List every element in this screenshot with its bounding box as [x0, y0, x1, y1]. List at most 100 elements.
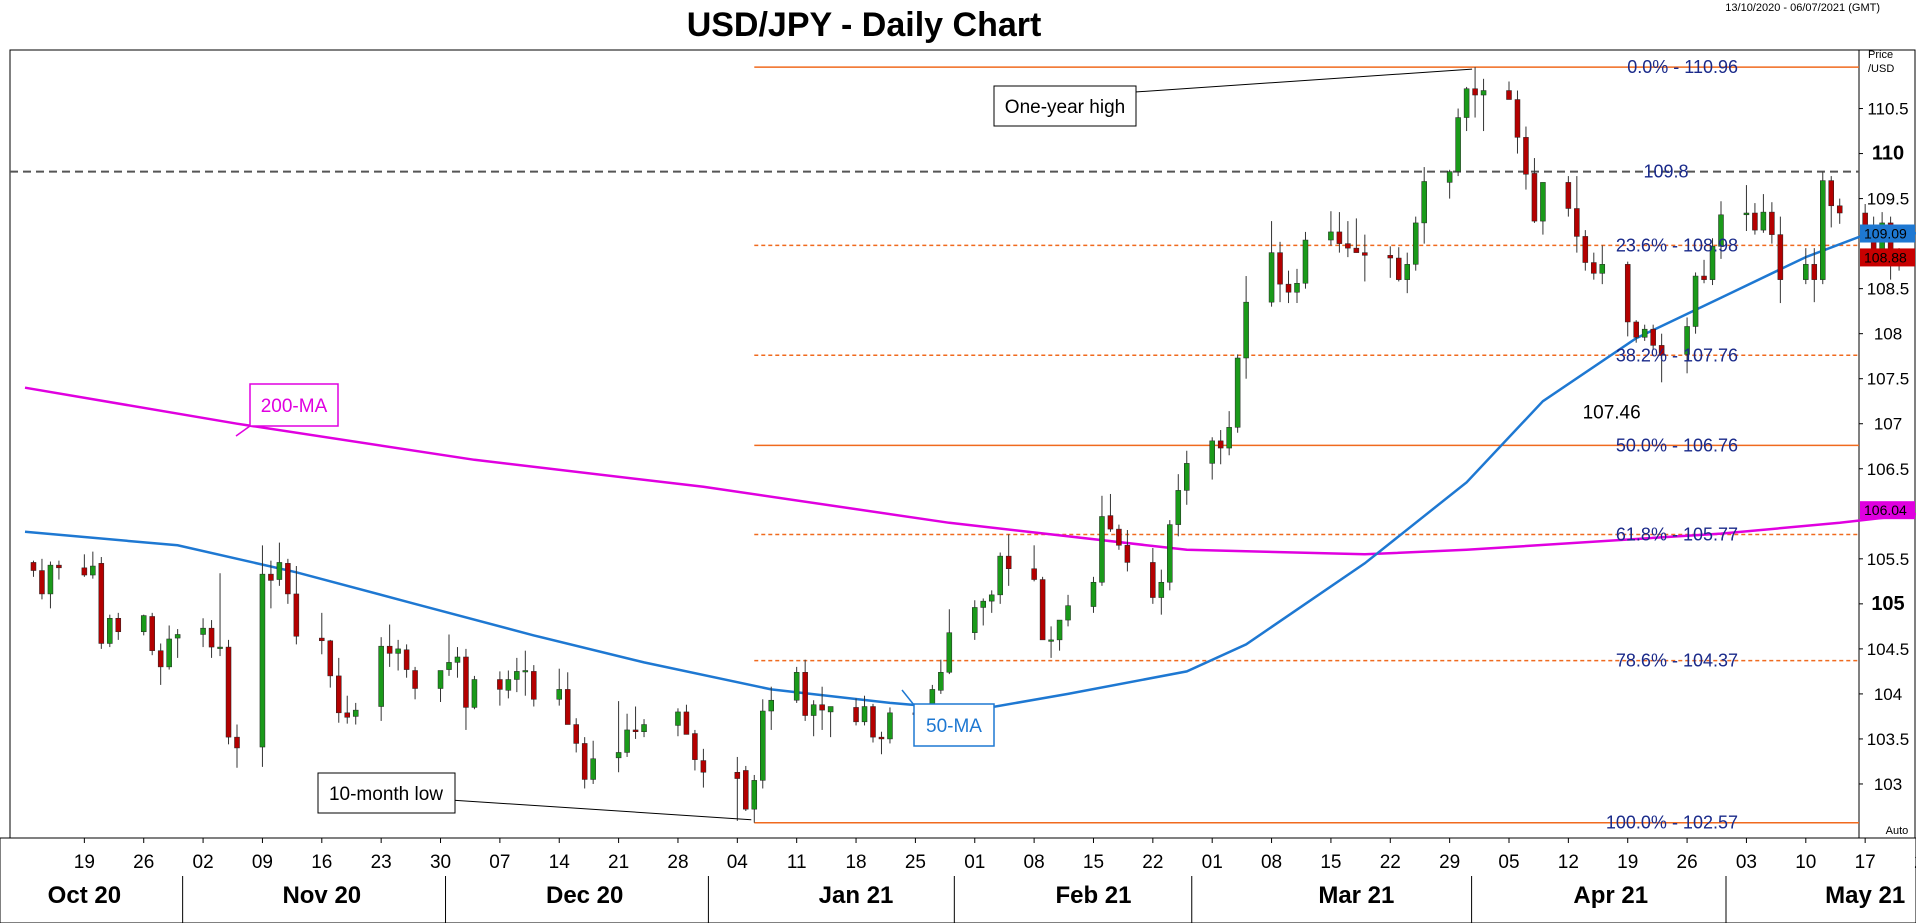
candle-body: [938, 672, 944, 691]
y-tick-label: 106.5: [1867, 460, 1910, 479]
candle-body: [1412, 222, 1419, 265]
x-tick-label: 19: [1617, 852, 1638, 873]
candle-body: [471, 679, 478, 708]
y-tick-label: 110: [1872, 143, 1904, 165]
fibonacci-level-label: 0.0% - 110.96: [1627, 57, 1738, 77]
candle-body: [157, 650, 164, 668]
candle-body: [344, 712, 350, 718]
candle-body: [1217, 440, 1224, 449]
candle-body: [683, 711, 690, 735]
candle-body: [997, 555, 1003, 596]
candle-body: [946, 632, 953, 673]
candle-body: [1709, 246, 1716, 280]
x-tick-label: 21: [608, 852, 629, 873]
candle-body: [1226, 427, 1232, 449]
candle-body: [1692, 275, 1699, 327]
candle-body: [217, 646, 223, 649]
x-tick-label: 30: [430, 852, 451, 873]
candle-body: [1116, 528, 1122, 546]
candle-body: [268, 573, 274, 581]
candle-body: [1446, 171, 1453, 183]
candle-body: [1285, 283, 1292, 293]
candle-body: [1599, 264, 1606, 274]
ma50-line: [24, 232, 1916, 712]
x-tick-label: 01: [964, 852, 985, 873]
candle-body: [972, 607, 978, 633]
candle-body: [39, 570, 45, 595]
x-tick-label: 02: [193, 852, 214, 873]
candle-body: [1175, 490, 1182, 525]
candle-body: [522, 670, 529, 673]
candle-body: [140, 615, 147, 633]
candle-body: [259, 573, 266, 748]
candle-body: [208, 627, 215, 648]
month-label: Jan 21: [819, 882, 894, 909]
candle-body: [403, 649, 410, 670]
x-tick-label: 15: [1320, 852, 1341, 873]
candle-body: [395, 648, 401, 654]
candle-body: [1005, 555, 1012, 569]
candle-body: [1633, 321, 1639, 338]
candle-body: [1624, 264, 1631, 323]
fibonacci-level-label: 78.6% - 104.37: [1616, 651, 1738, 671]
candle-body: [1523, 137, 1529, 175]
candle-body: [1752, 212, 1758, 231]
candle-body: [861, 706, 868, 723]
time-axis-frame: [0, 837, 1916, 923]
candle-body: [743, 770, 749, 810]
x-tick-label: 22: [1380, 852, 1401, 873]
month-label: Feb 21: [1055, 882, 1131, 909]
candle-body: [174, 634, 181, 639]
candle-body: [1565, 182, 1572, 209]
price-axis-label: Price: [1868, 49, 1893, 61]
candle-body: [234, 736, 240, 749]
price-tag-box: [1860, 224, 1915, 243]
price-tag-box: [1860, 501, 1915, 520]
candle-body: [378, 645, 384, 707]
candle-body: [615, 752, 622, 759]
candle-body: [564, 689, 571, 725]
one-year-high-label: One-year high: [1005, 97, 1125, 118]
fibonacci-lines: [10, 66, 1859, 824]
candle-body: [285, 563, 291, 595]
candle-body: [1234, 357, 1241, 428]
candle-body: [1836, 205, 1843, 214]
y-tick-label: 110.5: [1867, 100, 1908, 119]
candle-body: [56, 564, 62, 569]
ma200-label: 200-MA: [261, 396, 328, 417]
candle-body: [293, 593, 300, 637]
candle-body: [1362, 252, 1368, 256]
x-tick-label: 29: [1439, 852, 1460, 873]
month-label: Apr 21: [1573, 882, 1648, 909]
fibonacci-level-label: 38.2% - 107.76: [1616, 345, 1738, 365]
candle-body: [1167, 524, 1173, 583]
y-tick-label: 107: [1874, 415, 1902, 434]
x-tick-label: 28: [667, 852, 688, 873]
candle-body: [768, 699, 774, 712]
candle-body: [98, 563, 105, 644]
ten-month-low-leader: [449, 799, 752, 821]
candle-body: [556, 689, 562, 700]
candle-body: [1243, 301, 1249, 359]
candle-body: [1480, 90, 1487, 96]
candle-body: [107, 618, 113, 644]
candle-body: [276, 562, 283, 580]
candle-body: [1124, 545, 1131, 563]
candle-body: [827, 706, 834, 713]
candle-body: [1158, 581, 1165, 598]
candle-body: [573, 724, 579, 744]
candle-body: [1268, 252, 1275, 303]
candle-body: [1514, 99, 1521, 138]
candle-body: [1769, 211, 1775, 235]
candle-body: [327, 640, 334, 677]
april-low-label: 107.46: [1583, 402, 1641, 423]
ma50-label-box: [913, 703, 995, 747]
candle-body: [90, 565, 96, 576]
candle-body: [1531, 173, 1538, 222]
candle-body: [734, 772, 741, 779]
auto-scale-toggle[interactable]: Auto: [1886, 825, 1909, 837]
y-tick-label: 103: [1874, 775, 1902, 794]
candle-body: [810, 704, 817, 716]
candle-body: [1862, 212, 1868, 226]
